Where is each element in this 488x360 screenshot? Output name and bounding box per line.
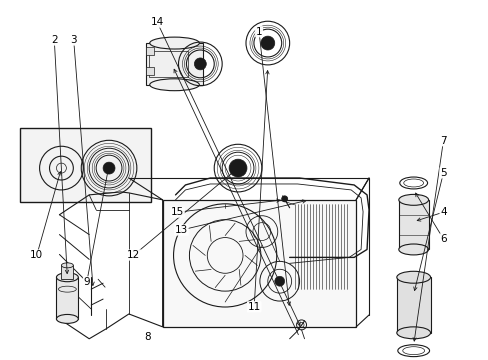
Text: 7: 7: [439, 136, 446, 146]
Text: 4: 4: [439, 207, 446, 217]
Ellipse shape: [149, 37, 199, 49]
Bar: [396, 277, 429, 333]
Ellipse shape: [396, 327, 429, 339]
Text: 11: 11: [247, 302, 260, 312]
Text: 5: 5: [439, 168, 446, 178]
Circle shape: [274, 276, 284, 286]
Text: 1: 1: [255, 27, 262, 37]
Bar: [148, 51, 188, 77]
Text: 13: 13: [174, 225, 188, 235]
Bar: [145, 43, 203, 85]
Bar: [61, 265, 73, 279]
Bar: [56, 277, 78, 319]
Circle shape: [260, 36, 274, 50]
Ellipse shape: [398, 244, 427, 255]
Text: 3: 3: [70, 35, 77, 45]
Ellipse shape: [398, 194, 427, 205]
Text: 2: 2: [51, 35, 58, 45]
Text: 15: 15: [171, 207, 184, 217]
Circle shape: [194, 58, 206, 70]
Text: 9: 9: [83, 277, 90, 287]
Ellipse shape: [396, 271, 429, 283]
Text: 6: 6: [439, 234, 446, 244]
Ellipse shape: [61, 263, 73, 268]
Bar: [163, 200, 355, 327]
Text: 12: 12: [127, 250, 140, 260]
Ellipse shape: [149, 79, 199, 91]
Circle shape: [103, 162, 115, 174]
Circle shape: [229, 159, 246, 177]
Text: 10: 10: [30, 250, 43, 260]
Bar: [20, 129, 150, 202]
Bar: [398, 200, 427, 249]
Text: 14: 14: [150, 17, 163, 27]
Ellipse shape: [56, 314, 78, 323]
Bar: [145, 47, 153, 55]
Bar: [145, 67, 153, 75]
Circle shape: [281, 196, 287, 202]
Ellipse shape: [56, 273, 78, 282]
Text: 8: 8: [144, 332, 150, 342]
